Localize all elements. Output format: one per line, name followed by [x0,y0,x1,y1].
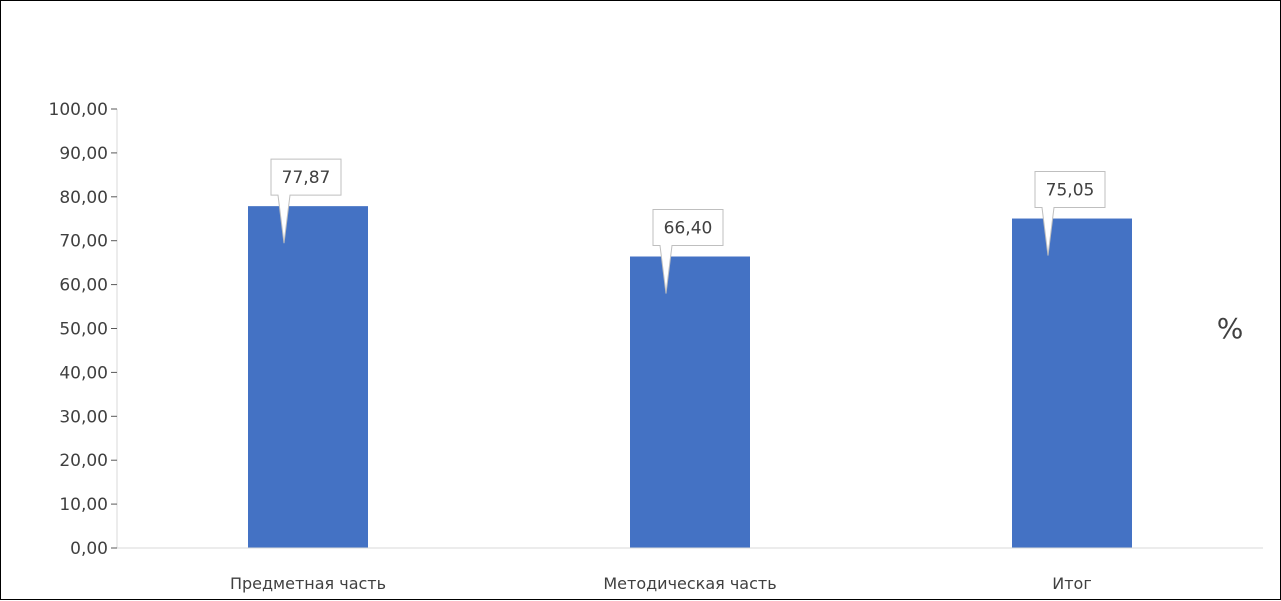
x-tick-label: Методическая часть [603,574,776,593]
bar [1012,218,1132,548]
y-tick-label: 40,00 [59,363,108,383]
data-labels: 77,87 66,40 75,05 [270,158,1106,294]
data-label: 75,05 [1046,181,1095,201]
y-tick-label: 100,00 [49,100,108,120]
unit-label: % [1217,312,1244,345]
y-tick-label: 80,00 [59,188,108,208]
y-tick-label: 70,00 [59,232,108,252]
y-tick-label: 0,00 [70,539,108,559]
y-tick-label: 10,00 [59,495,108,515]
y-tick-label: 20,00 [59,451,108,471]
bar [630,256,750,548]
x-tick-label: Предметная часть [230,574,386,593]
x-tick-label: Итог [1052,574,1091,593]
y-tick-label: 50,00 [59,320,108,340]
bar-series [248,206,1132,548]
y-tick-label: 60,00 [59,276,108,296]
bar [248,206,368,548]
data-label: 66,40 [664,219,713,239]
data-label-callout [270,158,342,244]
data-label-callout [652,209,724,294]
y-axis: 0,00 10,00 20,00 30,00 40,00 50,00 60,00 70,00 8… [49,100,118,559]
data-label: 77,87 [282,168,331,188]
y-tick-label: 90,00 [59,144,108,164]
x-axis: Предметная часть Методическая часть Итог [117,547,1263,593]
y-tick-label: 30,00 [59,407,108,427]
data-label-callout [1034,171,1106,256]
